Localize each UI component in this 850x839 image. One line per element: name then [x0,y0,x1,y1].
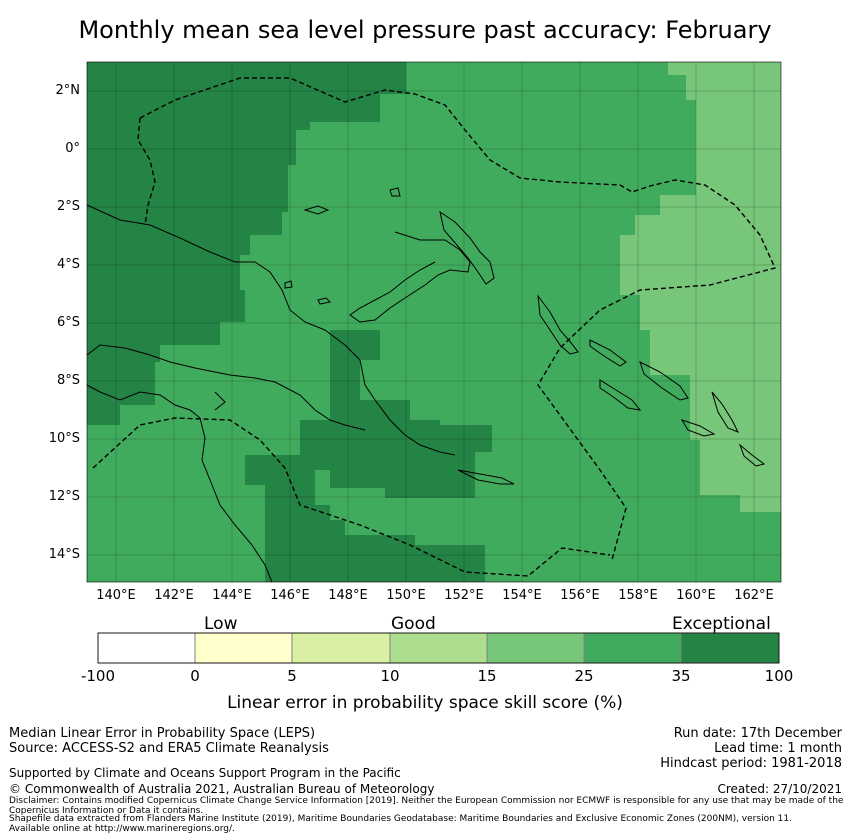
colorbar-category-good: Good [391,614,436,634]
source-text: Source: ACCESS-S2 and ERA5 Climate Reana… [9,741,329,756]
colorbar-tick: -100 [80,667,116,685]
lon-label: 158°E [618,588,658,603]
lat-label: 14°S [48,547,80,562]
colorbar-tick: 100 [764,667,794,685]
colorbar-10-15 [389,632,488,664]
colorbar-35-100 [680,632,780,664]
support-text: Supported by Climate and Oceans Support … [9,766,401,780]
hindcast-period: Hindcast period: 1981-2018 [660,756,842,771]
colorbar-tick: 25 [574,667,594,685]
colorbar-label: Linear error in probability space skill … [227,693,623,713]
colorbar-5-10 [291,632,391,664]
graticule [87,62,781,582]
good-region-east [620,62,781,512]
eez-png-west [137,117,156,226]
coastlines [86,187,766,583]
coast-solomons-4 [680,419,716,437]
eez-png [139,77,776,561]
coast-bismarck-islands [284,187,401,305]
exceptional-region-coral-sea [245,330,492,582]
lon-label: 162°E [734,588,774,603]
lat-label: 10°S [48,431,80,446]
coast-solomons-2 [639,361,689,401]
lat-label: 2°S [56,199,80,214]
coast-australia [86,384,273,583]
lon-label: 144°E [212,588,252,603]
lon-label: 148°E [328,588,368,603]
colorbar-tick: 10 [380,667,400,685]
lat-label: 12°S [48,489,80,504]
run-date: Run date: 17th December [673,726,842,741]
exceptional-region-west [87,62,406,425]
colorbar-category-low: Low [204,614,238,634]
coast-santa-cruz [738,443,766,467]
colorbar-category-exceptional: Exceptional [672,614,771,634]
coast-louisiade [457,469,515,485]
lat-label: 4°S [56,257,80,272]
shapefile-credit: Shapefile data extracted from Flanders M… [9,814,792,834]
lat-label: 8°S [56,373,80,388]
coast-solomons-1 [589,339,627,367]
colorbar-15-25 [486,632,585,664]
created-date: Created: 27/10/2021 [717,782,842,796]
disclaimer-text: Disclaimer: Contains modified Copernicus… [9,796,844,816]
lon-label: 152°E [444,588,484,603]
colorbar-neg [97,632,196,664]
lon-label: 150°E [386,588,426,603]
lat-label: 6°S [56,315,80,330]
lon-label: 140°E [96,588,136,603]
coast-new-ireland [439,210,495,285]
lat-label: 2°N [55,83,81,98]
lead-time: Lead time: 1 month [714,741,842,756]
colorbar [97,632,780,664]
method-text: Median Linear Error in Probability Space… [9,726,316,741]
colorbar-tick: 15 [477,667,497,685]
copyright-text: © Commonwealth of Australia 2021, Austra… [9,782,435,796]
colorbar-tick: 5 [287,667,297,685]
map-frame [86,61,782,583]
eez-boundaries [92,77,776,577]
lon-label: 156°E [560,588,600,603]
coast-new-britain [349,231,471,323]
colorbar-0-5 [194,632,293,664]
coast-solomons-3 [599,379,642,411]
eez-png-south [92,417,611,577]
lon-label: 154°E [502,588,542,603]
lon-label: 160°E [676,588,716,603]
lon-label: 142°E [154,588,194,603]
chart-title: Monthly mean sea level pressure past acc… [78,16,772,44]
lat-label: 0° [65,141,80,156]
colorbar-tick: 35 [671,667,691,685]
lon-label: 146°E [270,588,310,603]
colorbar-tick: 0 [190,667,200,685]
coast-bougainville [537,294,579,355]
colorbar-25-35 [583,632,682,664]
coast-new-guinea [86,204,456,456]
coast-solomons-5 [711,391,740,433]
